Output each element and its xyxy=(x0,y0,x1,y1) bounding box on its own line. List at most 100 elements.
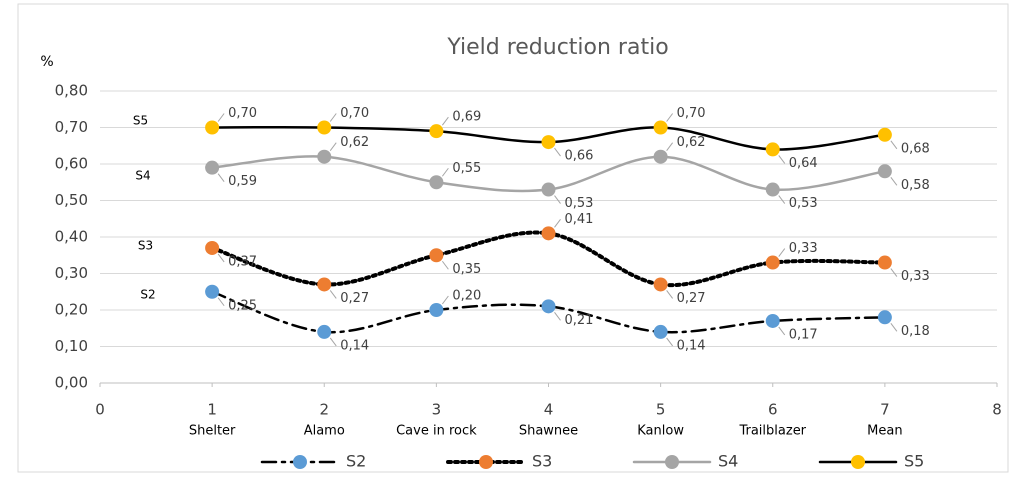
data-label: 0,53 xyxy=(789,196,818,211)
label-leader xyxy=(554,195,561,204)
legend-marker xyxy=(293,455,307,469)
label-leader xyxy=(666,337,674,347)
y-tick-label: 0,80 xyxy=(55,82,88,100)
label-leader xyxy=(890,177,898,186)
data-point xyxy=(877,164,892,179)
label-leader xyxy=(890,322,898,332)
data-label: 0,70 xyxy=(228,106,257,121)
x-tick-label: 4 xyxy=(544,401,554,419)
x-tick-label: 6 xyxy=(768,401,778,419)
data-label: 0,58 xyxy=(901,178,930,193)
label-leader xyxy=(666,113,674,122)
data-label: 0,18 xyxy=(901,324,930,339)
data-label: 0,17 xyxy=(789,327,818,342)
data-point xyxy=(317,149,332,164)
data-label: 0,62 xyxy=(677,135,706,150)
data-point xyxy=(317,120,332,135)
y-axis-label: % xyxy=(40,54,53,70)
label-leader xyxy=(441,295,449,305)
y-tick-label: 0,30 xyxy=(55,264,88,282)
label-leader xyxy=(441,116,449,126)
legend-label: S4 xyxy=(718,452,738,471)
x-tick-label: 7 xyxy=(880,401,890,419)
data-point xyxy=(765,142,780,157)
data-label: 0,35 xyxy=(452,262,481,277)
label-leader xyxy=(329,142,337,151)
y-tick-label: 0,60 xyxy=(55,155,88,173)
category-label: Trailblazer xyxy=(738,424,806,439)
data-label: 0,70 xyxy=(677,106,706,121)
series-annotation: S4 xyxy=(135,169,150,183)
data-point xyxy=(429,303,444,317)
data-point xyxy=(653,324,668,339)
data-point xyxy=(205,284,220,299)
data-point xyxy=(205,160,220,175)
data-point xyxy=(429,248,444,263)
series-annotation: S5 xyxy=(133,114,148,128)
label-leader xyxy=(666,290,674,299)
y-tick-label: 0,10 xyxy=(55,337,88,355)
data-label: 0,53 xyxy=(565,196,594,211)
data-label: 0,59 xyxy=(228,174,257,189)
legend-marker xyxy=(851,455,865,469)
legend-marker xyxy=(479,455,493,469)
data-label: 0,33 xyxy=(789,241,818,256)
label-leader xyxy=(554,219,561,228)
data-point xyxy=(205,240,220,255)
label-leader xyxy=(441,167,449,177)
data-label: 0,64 xyxy=(789,156,818,171)
legend-label: S2 xyxy=(346,452,366,471)
data-point xyxy=(317,277,332,292)
data-label: 0,66 xyxy=(565,149,594,164)
x-tick-label: 2 xyxy=(319,401,329,419)
label-leader xyxy=(778,195,786,204)
data-label: 0,68 xyxy=(901,141,930,156)
data-point xyxy=(429,175,444,190)
data-label: 0,20 xyxy=(452,289,481,304)
label-leader xyxy=(329,290,337,299)
label-leader xyxy=(329,113,337,122)
data-label: 0,27 xyxy=(340,291,369,306)
y-tick-label: 0,50 xyxy=(55,191,88,209)
data-point xyxy=(653,120,668,135)
data-point xyxy=(765,255,780,270)
data-point xyxy=(541,135,556,150)
data-label: 0,21 xyxy=(565,313,594,328)
x-tick-label: 1 xyxy=(207,401,217,419)
data-point xyxy=(877,127,892,142)
x-tick-label: 5 xyxy=(656,401,666,419)
data-label: 0,33 xyxy=(901,269,930,284)
y-tick-label: 0,40 xyxy=(55,228,88,246)
data-label: 0,55 xyxy=(452,161,481,176)
data-point xyxy=(765,182,780,197)
category-label: Mean xyxy=(867,424,902,439)
label-leader xyxy=(554,312,561,321)
y-tick-label: 0,00 xyxy=(55,374,88,392)
label-leader xyxy=(778,248,786,257)
y-tick-label: 0,20 xyxy=(55,301,88,319)
category-label: Shawnee xyxy=(519,424,578,439)
data-point xyxy=(541,182,556,197)
data-label: 0,25 xyxy=(228,298,257,313)
label-leader xyxy=(217,297,225,307)
chart-border xyxy=(17,3,1009,473)
label-leader xyxy=(217,253,225,263)
data-point xyxy=(205,120,220,135)
data-label: 0,27 xyxy=(677,291,706,306)
data-label: 0,14 xyxy=(340,338,369,353)
data-point xyxy=(877,255,892,270)
data-label: 0,62 xyxy=(340,135,369,150)
data-label: 0,69 xyxy=(452,110,481,125)
x-tick-label: 0 xyxy=(95,401,105,419)
x-tick-label: 8 xyxy=(992,401,1002,419)
data-point xyxy=(653,149,668,164)
data-point xyxy=(765,313,780,328)
legend-label: S3 xyxy=(532,452,552,471)
data-point xyxy=(429,124,444,139)
category-label: Alamo xyxy=(304,424,345,439)
label-leader xyxy=(217,113,225,122)
x-tick-label: 3 xyxy=(432,401,442,419)
data-label: 0,41 xyxy=(565,212,594,227)
series-annotation: S3 xyxy=(138,239,153,253)
